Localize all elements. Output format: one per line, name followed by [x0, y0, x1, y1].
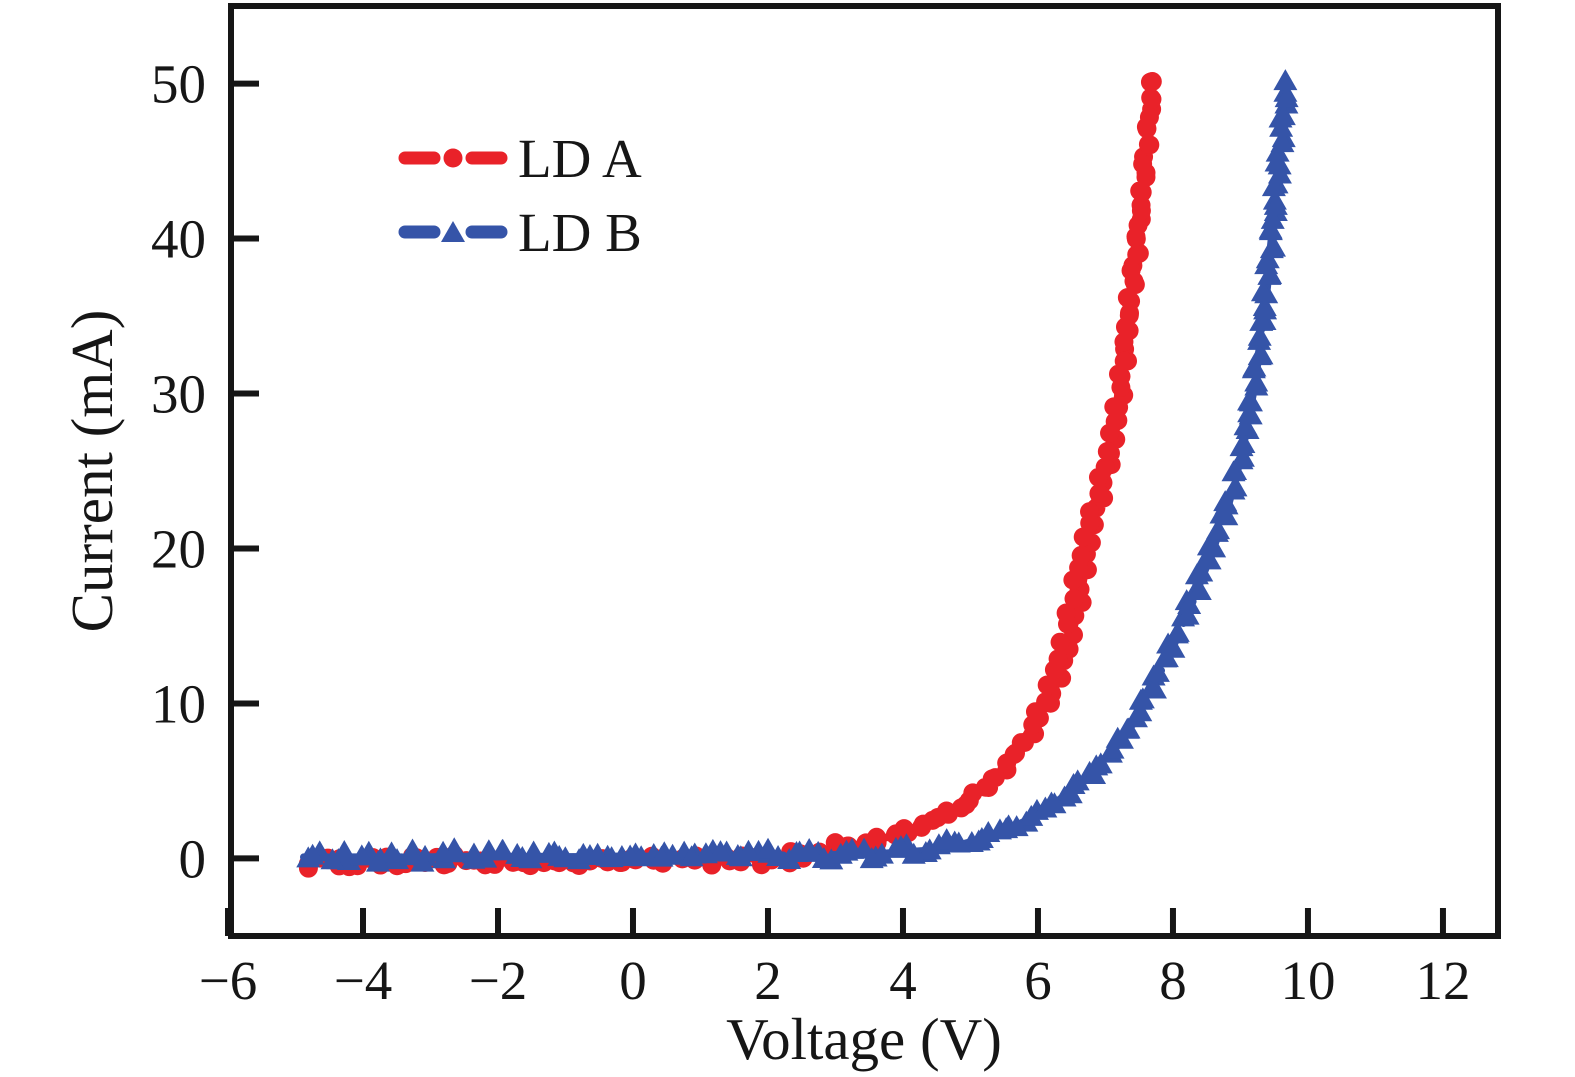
x-tick-label: 12	[1415, 950, 1470, 1011]
y-tick-label: 20	[151, 518, 206, 579]
x-tick-label: 10	[1280, 950, 1335, 1011]
x-axis-tick-labels: −6 −4 −2 0 2 4 6 8 10 12	[199, 950, 1471, 1011]
x-axis-title: Voltage (V)	[726, 1006, 1002, 1072]
x-tick-label: 6	[1024, 950, 1052, 1011]
x-tick-label: 4	[889, 950, 917, 1011]
y-tick-label: 40	[151, 209, 206, 270]
x-tick-label: −6	[199, 950, 258, 1011]
x-tick-label: 2	[754, 950, 782, 1011]
y-tick-label: 0	[179, 828, 207, 889]
x-tick-label: 0	[619, 950, 647, 1011]
legend-ld-b-label: LD B	[518, 202, 642, 263]
legend-entry-ld-a: LD A	[398, 128, 642, 189]
x-tick-label: 8	[1159, 950, 1187, 1011]
data-series-layer	[296, 69, 1299, 878]
x-tick-label: −4	[334, 950, 393, 1011]
y-tick-label: 50	[151, 54, 206, 115]
legend: LD A LD B	[398, 128, 642, 263]
plot-frame	[228, 3, 1501, 939]
legend-ld-b-triangle-marker	[441, 221, 465, 242]
y-axis-tick-labels: 0 10 20 30 40 50	[151, 54, 206, 890]
y-tick-label: 30	[151, 364, 206, 425]
ld-a-data-point-markers-forward	[298, 72, 1162, 877]
y-tick-label: 10	[151, 673, 206, 734]
y-axis-title: Current (mA)	[59, 310, 125, 633]
x-tick-label: −2	[469, 950, 528, 1011]
legend-ld-a-label: LD A	[518, 128, 642, 189]
legend-entry-ld-b: LD B	[398, 202, 642, 263]
legend-ld-a-circle-marker	[443, 148, 463, 168]
series-ld-a-markers	[298, 72, 1162, 878]
ld-a-data-point-markers-return	[298, 72, 1162, 878]
y-axis-ticks	[231, 80, 259, 862]
x-axis-ticks	[225, 908, 1446, 936]
